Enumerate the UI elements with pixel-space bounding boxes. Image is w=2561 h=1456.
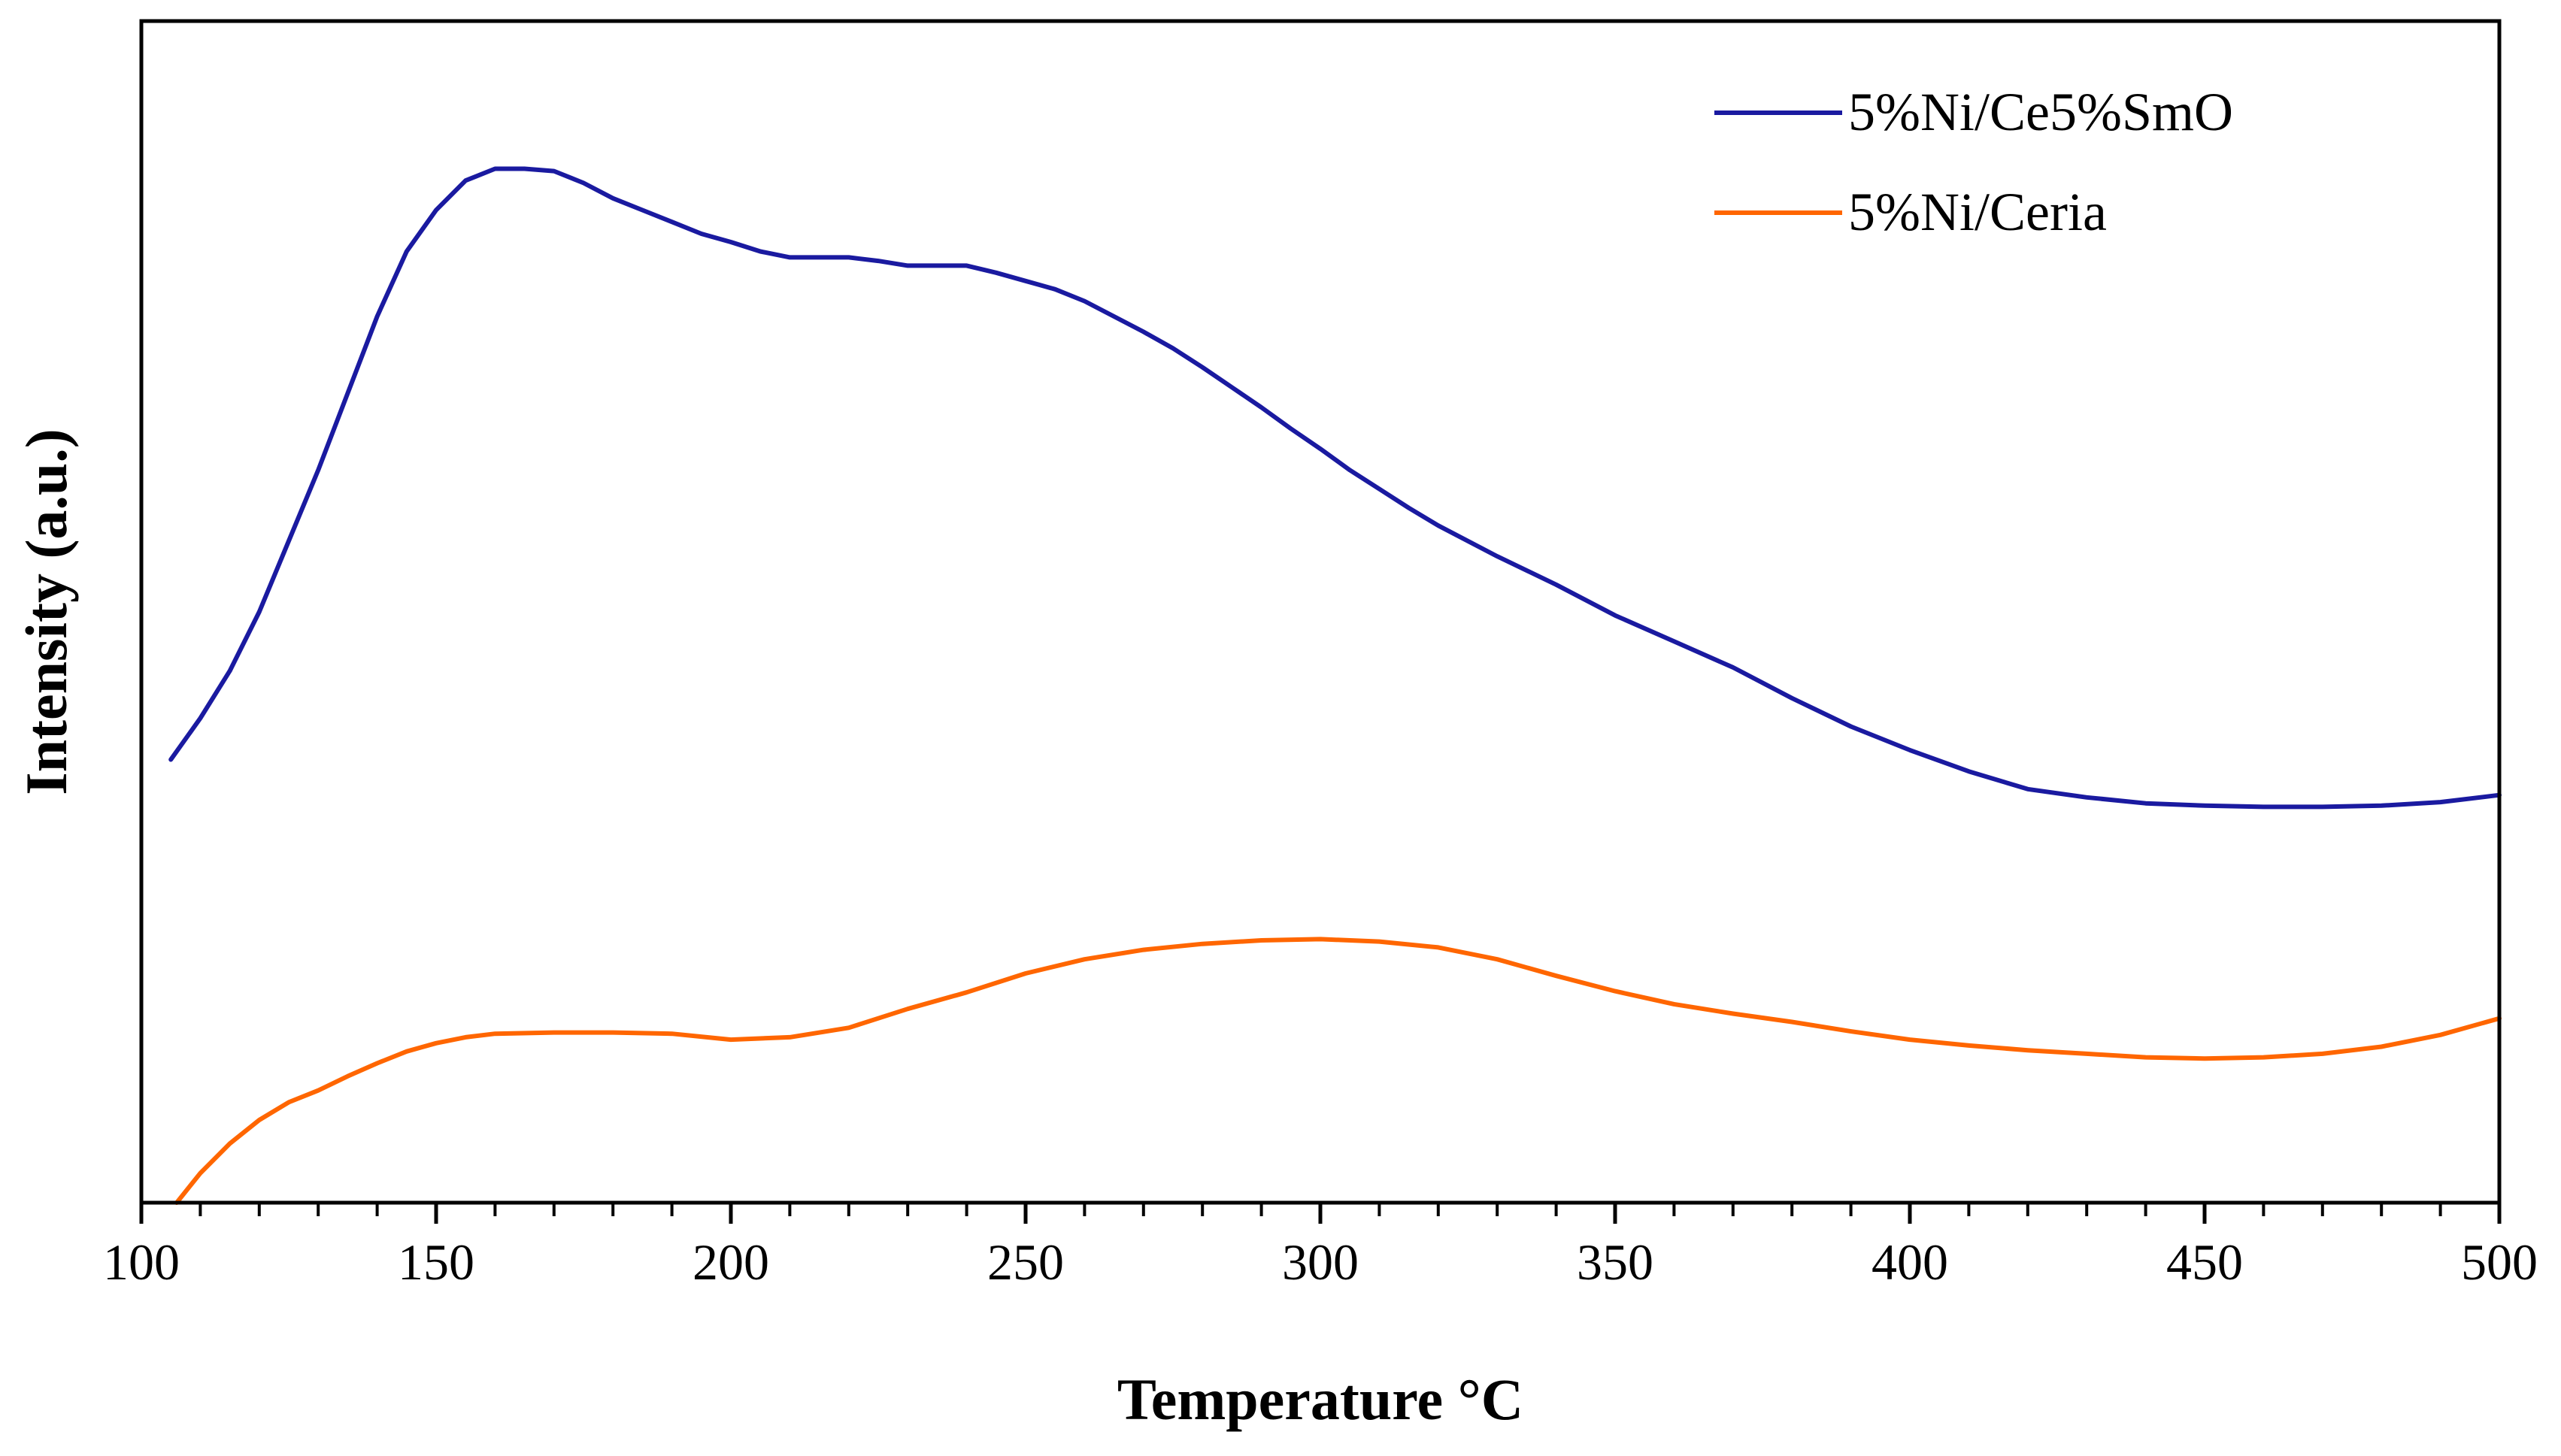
y-axis-title: Intensity (a.u.) [14,428,79,795]
x-tick-label: 400 [1872,1234,1948,1291]
series-line-1 [168,166,2502,810]
legend-label-series-1: 5%Ni/Ce5%SmO [1848,82,2233,142]
series-layer [168,166,2502,1205]
legend-label-series-2: 5%Ni/Ceria [1848,182,2107,242]
x-tick-label: 450 [2166,1234,2243,1291]
x-tick-label: 350 [1577,1234,1653,1291]
x-tick-label: 100 [103,1234,180,1291]
plot-area-frame [139,19,2502,1205]
x-tick-label: 500 [2461,1234,2538,1291]
x-tick-label: 200 [693,1234,769,1291]
x-tick-label: 250 [987,1234,1064,1291]
x-axis-title: Temperature °C [1117,1367,1523,1432]
legend: 5%Ni/Ce5%SmO 5%Ni/Ceria [1714,82,2233,242]
x-axis-ticks: 100 150 200 250 300 350 400 450 500 [103,1203,2538,1291]
x-tick-label: 300 [1282,1234,1359,1291]
series-line-2 [174,937,2502,1205]
x-tick-label: 150 [398,1234,474,1291]
